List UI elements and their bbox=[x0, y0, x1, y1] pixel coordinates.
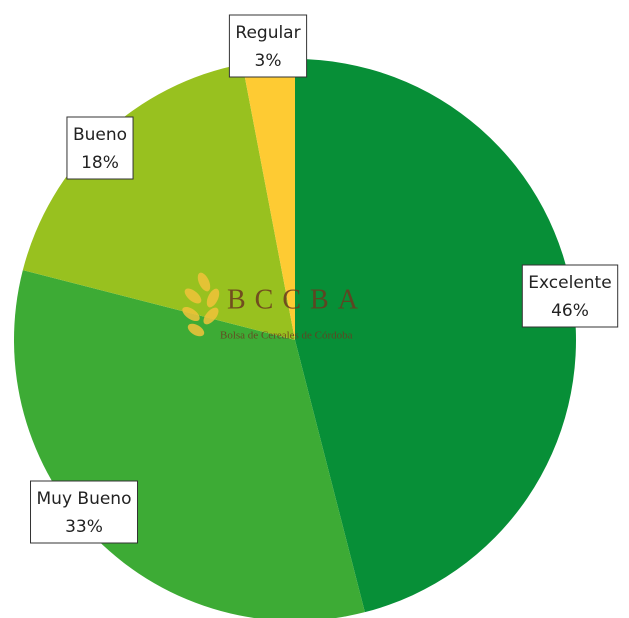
category-label: Bueno bbox=[73, 125, 127, 145]
value-label: 18% bbox=[81, 153, 119, 173]
watermark-subtitle: Bolsa de Cereales de Córdoba bbox=[220, 330, 353, 342]
slice bbox=[295, 59, 577, 613]
category-label: Muy Bueno bbox=[37, 489, 132, 509]
value-label: 33% bbox=[65, 517, 103, 537]
label-box bbox=[66, 116, 134, 180]
watermark: BCCBA Bolsa de Cereales de Córdoba bbox=[182, 272, 367, 342]
value-label: 3% bbox=[255, 51, 282, 71]
category-label: Regular bbox=[235, 23, 300, 43]
value-label: 46% bbox=[551, 301, 589, 321]
watermark-title: BCCBA bbox=[227, 284, 367, 315]
slice bbox=[242, 59, 295, 340]
slice bbox=[22, 63, 296, 340]
label-box bbox=[30, 480, 138, 544]
label-box bbox=[521, 264, 619, 328]
logo-icon bbox=[182, 272, 220, 337]
label-box bbox=[228, 14, 308, 78]
category-label: Excelente bbox=[528, 273, 611, 293]
pie bbox=[14, 59, 577, 618]
labels: Excelente 46% Muy Bueno 33% Bueno 18% Regular 3… bbox=[30, 14, 619, 544]
